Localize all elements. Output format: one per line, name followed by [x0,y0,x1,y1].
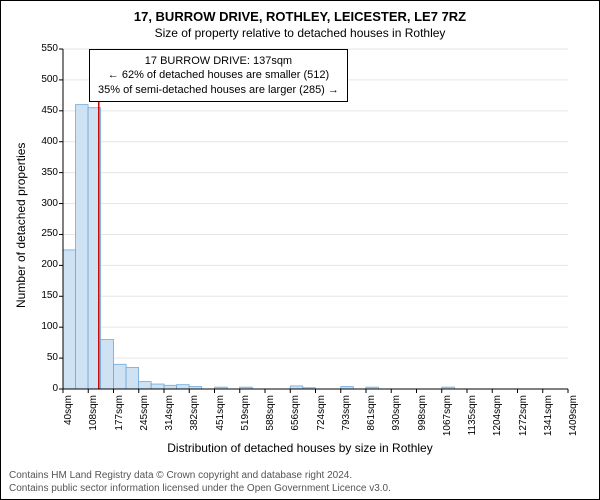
annotation-line2: ← 62% of detached houses are smaller (51… [98,68,339,82]
x-tick-label: 793sqm [341,395,352,445]
chart-title-address: 17, BURROW DRIVE, ROTHLEY, LEICESTER, LE… [1,1,599,24]
x-tick-label: 519sqm [240,395,251,445]
annotation-line3: 35% of semi-detached houses are larger (… [98,83,339,97]
histogram-bar [151,384,164,389]
x-tick-label: 108sqm [88,395,99,445]
y-tick-label: 150 [33,290,58,301]
x-tick-label: 656sqm [290,395,301,445]
x-tick-label: 1409sqm [568,395,579,445]
y-tick-label: 100 [33,321,58,332]
histogram-bar [126,367,139,389]
y-tick-label: 200 [33,259,58,270]
x-tick-label: 40sqm [63,395,74,445]
footer-line2: Contains public sector information licen… [9,482,391,495]
footer-line1: Contains HM Land Registry data © Crown c… [9,469,391,482]
y-tick-label: 300 [33,198,58,209]
y-tick-label: 500 [33,74,58,85]
x-tick-label: 588sqm [265,395,276,445]
x-tick-label: 382sqm [189,395,200,445]
footer-attribution: Contains HM Land Registry data © Crown c… [9,469,391,495]
chart-container: 17, BURROW DRIVE, ROTHLEY, LEICESTER, LE… [0,0,600,500]
x-tick-label: 177sqm [114,395,125,445]
x-tick-label: 1067sqm [442,395,453,445]
y-tick-label: 550 [33,43,58,54]
x-tick-label: 314sqm [164,395,175,445]
histogram-bar [139,382,152,389]
x-tick-label: 1135sqm [467,395,478,445]
annotation-box: 17 BURROW DRIVE: 137sqm ← 62% of detache… [89,49,348,102]
chart-subtitle: Size of property relative to detached ho… [1,24,599,40]
x-tick-label: 724sqm [316,395,327,445]
histogram-bar [164,385,177,389]
x-tick-label: 245sqm [139,395,150,445]
x-tick-label: 1272sqm [518,395,529,445]
y-tick-label: 50 [33,352,58,363]
annotation-line1: 17 BURROW DRIVE: 137sqm [98,54,339,68]
x-tick-label: 998sqm [417,395,428,445]
y-tick-label: 350 [33,167,58,178]
histogram-bar [101,340,114,389]
histogram-bar [177,385,190,389]
y-tick-label: 450 [33,105,58,116]
histogram-bar [76,105,89,389]
y-tick-label: 0 [33,383,58,394]
histogram-bar [63,250,76,389]
y-axis-label: Number of detached properties [14,128,28,308]
x-tick-label: 861sqm [366,395,377,445]
y-tick-label: 250 [33,228,58,239]
x-tick-label: 1204sqm [492,395,503,445]
x-tick-label: 930sqm [391,395,402,445]
histogram-bar [114,364,127,389]
x-tick-label: 451sqm [215,395,226,445]
y-tick-label: 400 [33,136,58,147]
x-tick-label: 1341sqm [543,395,554,445]
